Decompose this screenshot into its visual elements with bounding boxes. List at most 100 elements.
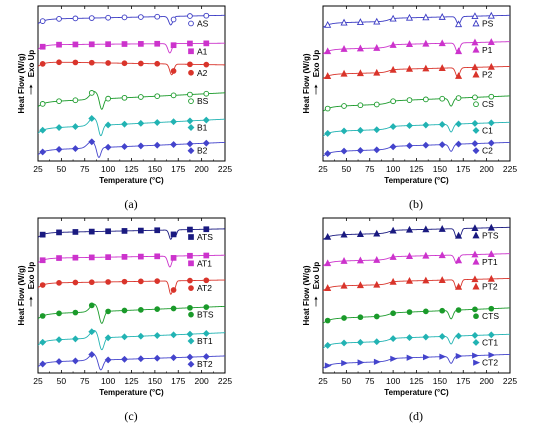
data-point	[105, 60, 111, 66]
series-label-bt2: BT2	[187, 359, 213, 369]
data-point	[105, 228, 111, 235]
data-point	[39, 231, 46, 238]
series-label-a1: A1	[188, 46, 208, 56]
series-name: ATS	[197, 232, 213, 242]
data-point	[406, 142, 413, 150]
data-point	[170, 92, 177, 99]
data-point	[71, 145, 79, 153]
data-point	[471, 38, 479, 46]
series-line	[38, 14, 225, 26]
data-point	[121, 333, 128, 341]
exo-up-label: Exo Up	[27, 262, 36, 290]
legend-marker	[472, 257, 480, 265]
exo-up-arrowhead-icon	[29, 296, 33, 300]
plot-frame	[322, 5, 511, 162]
x-tick-label: 100	[101, 376, 115, 386]
series-bt1	[38, 328, 225, 351]
dsc-panel-3: 25 50 75 100 125 150 175 200 225 Temperature (°C)…	[17, 217, 232, 423]
data-point	[405, 40, 414, 48]
data-point	[55, 145, 63, 153]
data-point	[423, 354, 430, 361]
series-at1	[38, 252, 225, 268]
x-tick-label: 50	[342, 376, 352, 386]
legend-marker	[472, 339, 480, 346]
data-point	[324, 317, 331, 324]
series-pt2	[323, 274, 510, 292]
series-name: BTS	[197, 310, 214, 320]
exo-up-label: Exo Up	[312, 50, 321, 78]
data-point	[153, 332, 161, 339]
series-label-b2: B2	[187, 146, 208, 156]
dsc-panel-4: 25 50 75 100 125 150 175 200 225 Temperature (°C)…	[302, 217, 517, 423]
data-point	[154, 13, 161, 20]
data-point	[55, 336, 63, 344]
series-a1	[38, 40, 225, 54]
legend-marker	[187, 337, 195, 345]
x-tick-label: 25	[318, 164, 328, 174]
data-point	[56, 41, 62, 48]
x-axis-title: Temperature (°C)	[384, 176, 449, 185]
data-point	[203, 226, 210, 233]
data-point	[340, 257, 348, 264]
data-point	[187, 61, 193, 68]
series-label-b1: B1	[187, 123, 208, 133]
data-point	[422, 64, 430, 72]
x-tick-label: 175	[456, 164, 470, 174]
x-tick-label: 50	[57, 376, 67, 386]
data-point	[88, 254, 95, 261]
plot-frame	[322, 217, 511, 374]
data-point	[72, 279, 79, 286]
data-point	[487, 62, 495, 70]
data-point	[406, 97, 413, 103]
data-point	[423, 96, 429, 103]
legend-marker	[188, 69, 194, 76]
data-point	[324, 129, 332, 137]
series-label-pts: PTS	[472, 230, 499, 240]
data-point	[471, 275, 479, 283]
x-tick-label: 125	[124, 164, 138, 174]
data-point	[356, 256, 364, 264]
data-point	[138, 306, 144, 313]
data-point	[390, 310, 396, 317]
data-point	[88, 90, 95, 96]
data-point	[455, 231, 463, 239]
data-point	[88, 41, 95, 48]
series-bs	[38, 90, 225, 110]
legend-marker	[188, 285, 194, 291]
legend-marker	[187, 360, 195, 368]
series-label-ats: ATS	[188, 232, 213, 242]
data-point	[405, 225, 414, 233]
data-point	[105, 14, 111, 21]
data-point	[170, 42, 177, 49]
x-tick-label: 225	[218, 164, 232, 174]
data-point	[373, 101, 380, 108]
series-label-p1: P1	[472, 45, 493, 55]
series-label-ps: PS	[472, 18, 494, 28]
data-point	[203, 304, 210, 310]
series-name: B2	[197, 146, 208, 156]
data-point	[121, 41, 128, 47]
data-point	[373, 44, 381, 51]
data-point	[137, 41, 144, 47]
data-point	[187, 252, 193, 259]
x-tick-label: 175	[171, 164, 185, 174]
data-point	[88, 115, 96, 122]
data-point	[186, 117, 194, 125]
data-point	[137, 332, 145, 340]
data-point	[487, 11, 495, 19]
x-axis-title: Temperature (°C)	[384, 388, 449, 397]
data-point	[39, 282, 46, 288]
data-point	[455, 307, 462, 313]
data-point	[341, 315, 347, 321]
series-line	[323, 333, 510, 349]
y-axis-title: Heat Flow (W/g)	[302, 265, 311, 325]
data-point	[438, 333, 446, 340]
data-point	[170, 255, 177, 261]
data-point	[406, 354, 414, 361]
data-point	[39, 313, 46, 319]
data-point	[406, 334, 413, 342]
data-point	[56, 280, 62, 286]
data-point	[138, 60, 144, 67]
data-point	[138, 14, 144, 20]
data-point	[137, 119, 145, 127]
